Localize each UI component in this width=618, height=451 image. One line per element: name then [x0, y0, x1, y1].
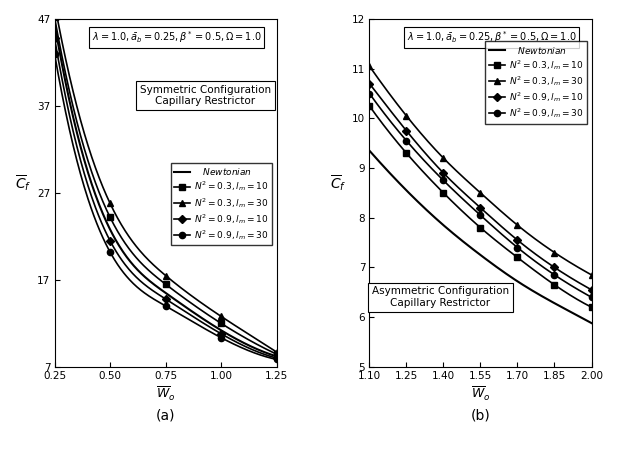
- Text: $\lambda = 1.0, \bar{a}_b = 0.25, \beta^* = 0.5, \Omega = 1.0$: $\lambda = 1.0, \bar{a}_b = 0.25, \beta^…: [407, 29, 577, 45]
- Text: (a): (a): [156, 409, 176, 423]
- Text: Asymmetric Configuration
Capillary Restrictor: Asymmetric Configuration Capillary Restr…: [372, 286, 509, 308]
- Legend:    $\it{Newtonian}$, $N^2=0.3, l_m=10$, $N^2=0.3, l_m=30$, $N^2=0.9, l_m=10$, $N: $\it{Newtonian}$, $N^2=0.3, l_m=10$, $N^…: [486, 41, 587, 124]
- X-axis label: $\overline{W}_o$: $\overline{W}_o$: [156, 385, 176, 403]
- Text: (b): (b): [470, 409, 490, 423]
- Text: Symmetric Configuration
Capillary Restrictor: Symmetric Configuration Capillary Restri…: [140, 85, 271, 106]
- Text: $\lambda = 1.0, \bar{a}_b = 0.25, \beta^* = 0.5, \Omega = 1.0$: $\lambda = 1.0, \bar{a}_b = 0.25, \beta^…: [92, 29, 261, 45]
- Y-axis label: $\overline{C}_f$: $\overline{C}_f$: [15, 173, 32, 193]
- Legend:    $\it{Newtonian}$, $N^2=0.3, l_m=10$, $N^2=0.3, l_m=30$, $N^2=0.9, l_m=10$, $N: $\it{Newtonian}$, $N^2=0.3, l_m=10$, $N^…: [171, 163, 272, 245]
- Y-axis label: $\overline{C}_f$: $\overline{C}_f$: [330, 173, 346, 193]
- X-axis label: $\overline{W}_o$: $\overline{W}_o$: [471, 385, 490, 403]
